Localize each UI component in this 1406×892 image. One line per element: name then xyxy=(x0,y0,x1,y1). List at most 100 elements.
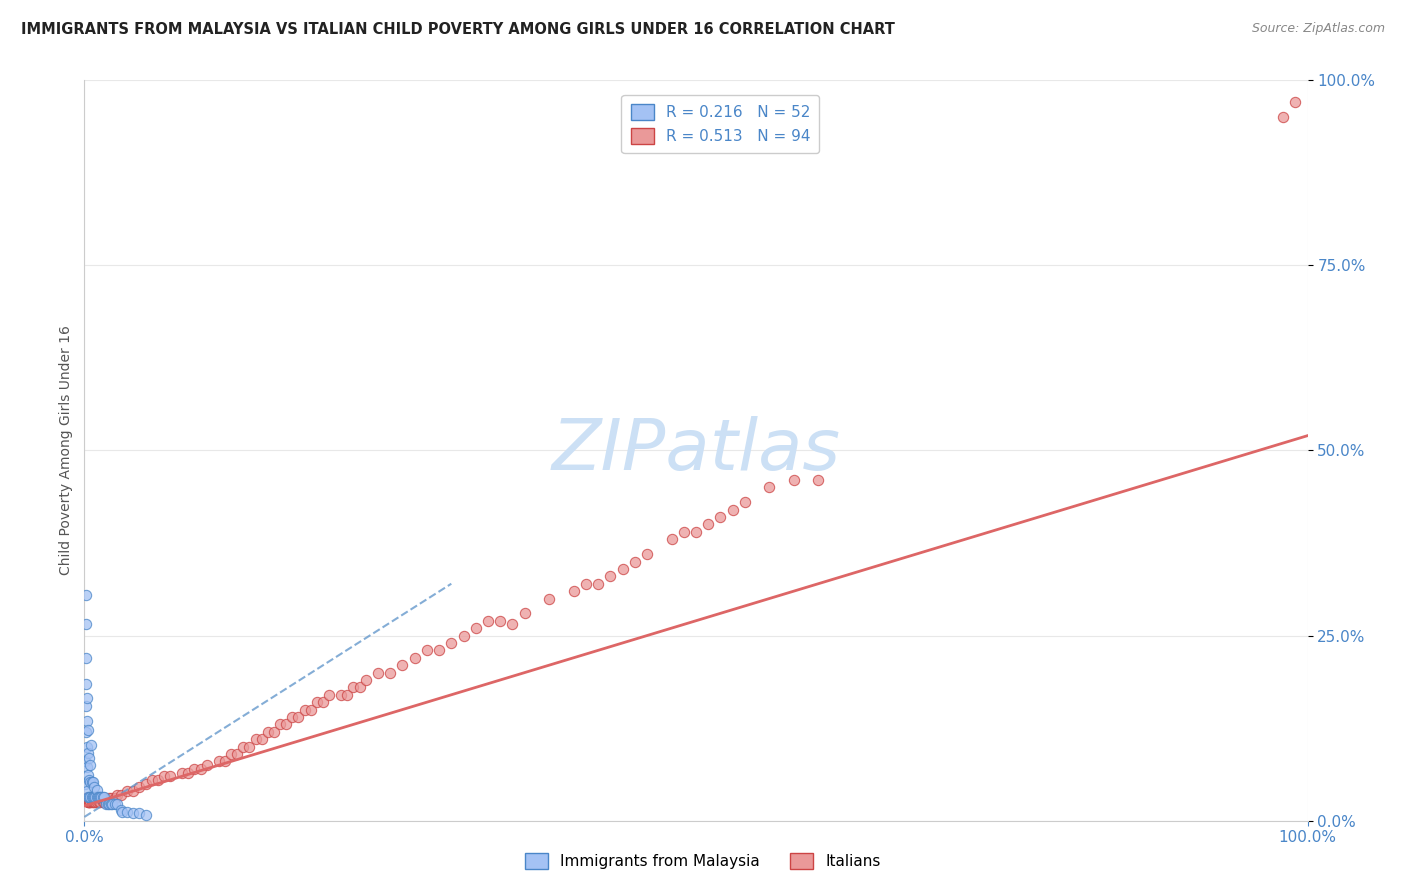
Point xyxy=(96,795,118,809)
Legend: Immigrants from Malaysia, Italians: Immigrants from Malaysia, Italians xyxy=(519,847,887,875)
Point xyxy=(453,628,475,642)
Point xyxy=(84,795,107,809)
Point xyxy=(287,710,309,724)
Point xyxy=(219,747,242,761)
Point xyxy=(80,775,103,789)
Point xyxy=(115,805,138,819)
Point xyxy=(135,776,157,791)
Point xyxy=(636,547,658,561)
Point xyxy=(312,695,335,709)
Point xyxy=(721,502,744,516)
Point xyxy=(232,739,254,754)
Point xyxy=(305,695,328,709)
Point xyxy=(75,724,97,739)
Point xyxy=(86,789,108,804)
Point xyxy=(110,788,132,802)
Point xyxy=(100,797,122,812)
Point xyxy=(709,510,731,524)
Point xyxy=(91,789,114,804)
Point xyxy=(281,710,304,724)
Point xyxy=(342,681,364,695)
Point xyxy=(79,795,101,809)
Point xyxy=(477,614,499,628)
Point xyxy=(87,789,110,804)
Point xyxy=(87,795,110,809)
Point xyxy=(245,732,267,747)
Point xyxy=(367,665,389,680)
Point xyxy=(195,758,218,772)
Point xyxy=(76,791,98,805)
Point xyxy=(599,569,621,583)
Point xyxy=(82,775,104,789)
Point xyxy=(82,795,104,809)
Point xyxy=(404,650,426,665)
Point xyxy=(661,533,683,547)
Point xyxy=(208,755,231,769)
Point xyxy=(513,607,536,621)
Point xyxy=(672,524,695,539)
Point xyxy=(90,789,112,804)
Point xyxy=(1272,111,1295,125)
Point xyxy=(91,795,114,809)
Point xyxy=(586,576,609,591)
Point xyxy=(349,681,371,695)
Point xyxy=(135,807,157,822)
Point xyxy=(80,795,103,809)
Point xyxy=(86,782,108,797)
Point xyxy=(734,495,756,509)
Text: IMMIGRANTS FROM MALAYSIA VS ITALIAN CHILD POVERTY AMONG GIRLS UNDER 16 CORRELATI: IMMIGRANTS FROM MALAYSIA VS ITALIAN CHIL… xyxy=(21,22,896,37)
Point xyxy=(115,784,138,798)
Point xyxy=(105,797,128,812)
Point xyxy=(105,788,128,802)
Point xyxy=(75,617,97,632)
Point xyxy=(77,789,100,804)
Point xyxy=(104,797,127,812)
Point xyxy=(159,769,181,783)
Point xyxy=(1284,95,1306,110)
Point xyxy=(226,747,249,761)
Point xyxy=(758,480,780,494)
Point xyxy=(183,762,205,776)
Point xyxy=(612,562,634,576)
Point xyxy=(111,805,134,819)
Point xyxy=(83,795,105,809)
Point xyxy=(93,795,115,809)
Point xyxy=(97,791,120,805)
Point xyxy=(76,691,98,706)
Point xyxy=(269,717,291,731)
Point xyxy=(77,746,100,760)
Point xyxy=(141,772,163,787)
Point xyxy=(86,795,108,809)
Point xyxy=(128,806,150,821)
Point xyxy=(97,797,120,812)
Point xyxy=(79,775,101,789)
Point xyxy=(75,650,97,665)
Point xyxy=(80,789,103,804)
Point xyxy=(330,688,353,702)
Point xyxy=(502,617,524,632)
Point xyxy=(97,797,120,812)
Point xyxy=(257,724,280,739)
Point xyxy=(77,795,100,809)
Legend: R = 0.216   N = 52, R = 0.513   N = 94: R = 0.216 N = 52, R = 0.513 N = 94 xyxy=(621,95,820,153)
Point xyxy=(489,614,512,628)
Point xyxy=(75,676,97,690)
Point xyxy=(76,760,98,774)
Point xyxy=(562,584,585,599)
Point xyxy=(336,688,359,702)
Point xyxy=(807,473,830,487)
Point xyxy=(96,797,118,812)
Point xyxy=(263,724,285,739)
Point xyxy=(79,758,101,772)
Point xyxy=(416,643,439,657)
Point xyxy=(77,795,100,809)
Point xyxy=(440,636,463,650)
Point xyxy=(250,732,273,747)
Point xyxy=(101,797,124,812)
Point xyxy=(77,795,100,809)
Point xyxy=(104,791,127,805)
Point xyxy=(75,755,97,769)
Point xyxy=(75,588,97,602)
Point xyxy=(79,789,101,804)
Point xyxy=(79,750,101,764)
